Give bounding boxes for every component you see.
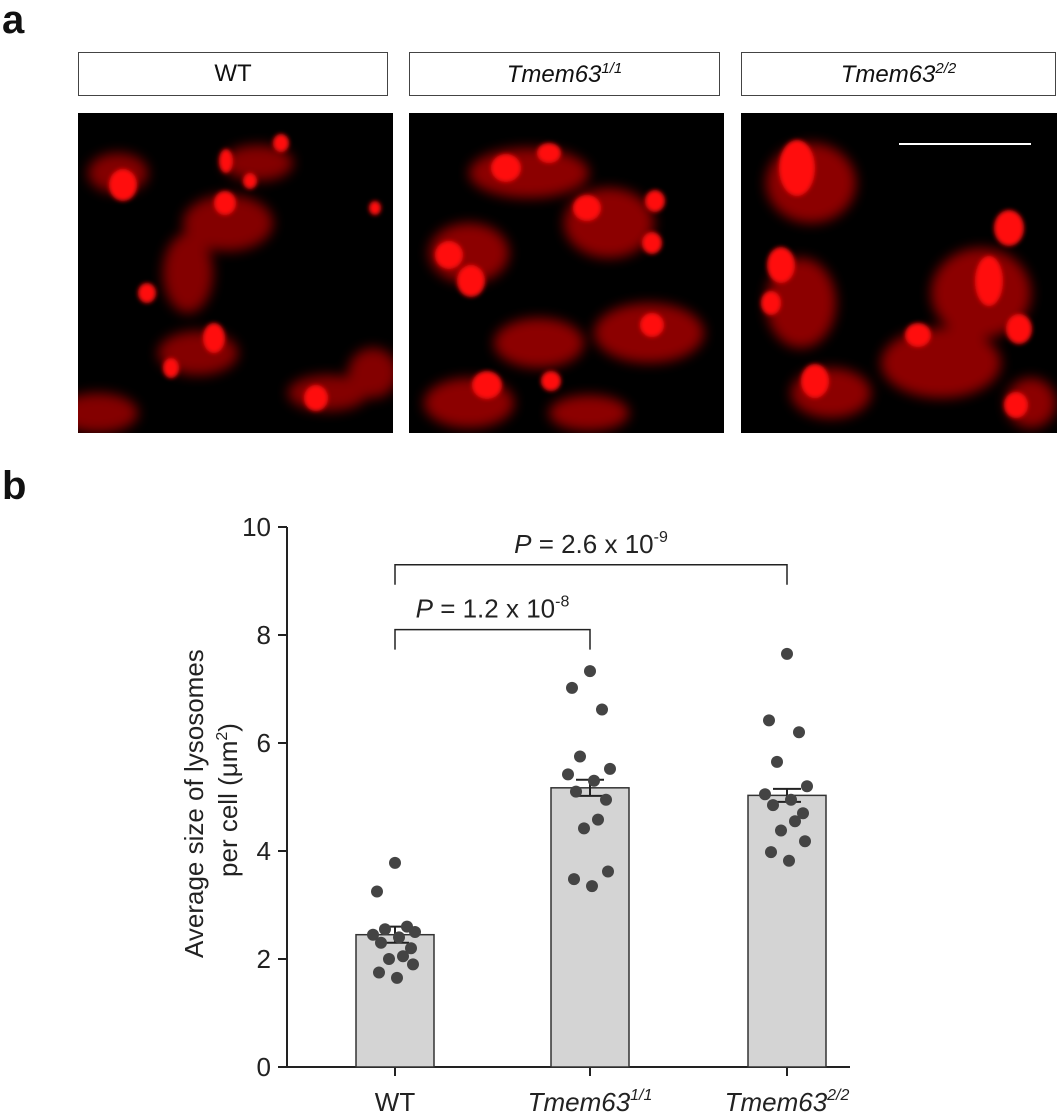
data-point-0-5 [367, 928, 379, 941]
y-tick-label-10: 10 [242, 512, 271, 542]
data-point-0-4 [409, 926, 421, 938]
data-point-0-11 [407, 958, 419, 971]
data-point-2-1 [763, 714, 775, 727]
data-point-0-3 [379, 923, 391, 936]
data-point-1-4 [604, 762, 616, 775]
micrograph-wt [78, 113, 393, 433]
label-tmem63-1-1-sup: 1/1 [601, 59, 623, 77]
bar-2 [747, 794, 827, 1068]
label-tmem63-2-2-sup: 2/2 [935, 59, 957, 77]
data-point-2-10 [775, 824, 787, 837]
significance-annotations: P = 1.2 x 10-8 P = 2.6 x 10-9 [394, 529, 788, 650]
y-tick-label-4: 4 [257, 836, 271, 866]
label-tmem63-2-2: Tmem632/2 [741, 52, 1056, 96]
p-value-label-0: P = 1.2 x 10-8 [416, 594, 570, 624]
data-point-1-1 [566, 681, 578, 694]
data-point-2-6 [785, 793, 797, 806]
scale-bar [899, 143, 1031, 145]
y-tick-label-0: 0 [257, 1052, 271, 1082]
micrograph-tmem63-1-1 [409, 113, 724, 433]
data-points [367, 647, 813, 984]
data-point-0-8 [405, 942, 417, 955]
data-point-1-13 [586, 880, 598, 893]
data-point-0-7 [375, 936, 387, 949]
panel-letter-b: b [2, 464, 27, 508]
label-tmem63-1-1: Tmem631/1 [409, 52, 720, 96]
label-wt: WT [78, 52, 388, 96]
data-point-1-10 [578, 822, 590, 835]
data-point-1-12 [568, 873, 580, 886]
data-point-0-13 [391, 971, 403, 984]
data-point-2-7 [767, 799, 779, 812]
label-wt-text: WT [214, 60, 252, 87]
data-point-0-10 [383, 953, 395, 965]
data-point-1-2 [596, 703, 608, 716]
p-value-label-1: P = 2.6 x 10-9 [514, 529, 668, 559]
x-tick-label-0: WT [375, 1087, 416, 1116]
data-point-0-6 [393, 931, 405, 944]
data-point-0-0 [389, 856, 401, 869]
data-point-2-9 [789, 815, 801, 828]
data-point-1-7 [570, 785, 582, 798]
panel-letter-a: a [2, 0, 25, 42]
micrograph-tmem63-2-2 [741, 113, 1057, 433]
bracket-0 [394, 628, 591, 650]
data-point-1-5 [562, 768, 574, 781]
x-tick-label-2: Tmem632/2 [725, 1087, 850, 1116]
data-point-1-6 [588, 774, 600, 787]
data-point-1-11 [602, 865, 614, 878]
data-point-2-3 [771, 755, 783, 768]
bar-chart: 0 2 4 6 8 10 WT Tmem631/1 Tmem632/2 P = 1.2 x 10… [179, 512, 850, 1116]
data-point-2-8 [797, 807, 809, 820]
bar-0 [355, 933, 435, 1068]
x-tick-label-1: Tmem631/1 [528, 1087, 653, 1116]
data-point-2-2 [793, 726, 805, 739]
data-point-0-9 [397, 950, 409, 963]
data-point-0-1 [371, 885, 383, 898]
data-point-2-11 [799, 835, 811, 848]
data-point-0-12 [373, 966, 385, 979]
label-tmem63-2-2-text: Tmem63 [840, 60, 936, 88]
data-point-2-4 [801, 780, 813, 793]
y-axis-label: Average size of lysosomes per cell (μm2) [179, 642, 243, 958]
data-point-2-12 [765, 846, 777, 859]
data-point-2-5 [759, 788, 771, 801]
data-point-1-0 [584, 665, 596, 678]
bars [355, 778, 827, 1068]
data-point-1-8 [600, 793, 612, 806]
y-tick-label-6: 6 [257, 728, 271, 758]
data-point-2-0 [781, 647, 793, 660]
y-tick-label-2: 2 [257, 944, 271, 974]
bracket-1 [394, 564, 788, 585]
label-tmem63-1-1-text: Tmem63 [506, 60, 602, 88]
data-point-1-3 [574, 750, 586, 763]
bar-1 [550, 787, 630, 1068]
data-point-1-9 [592, 813, 604, 826]
y-tick-label-8: 8 [257, 620, 271, 650]
data-point-2-13 [783, 854, 795, 867]
